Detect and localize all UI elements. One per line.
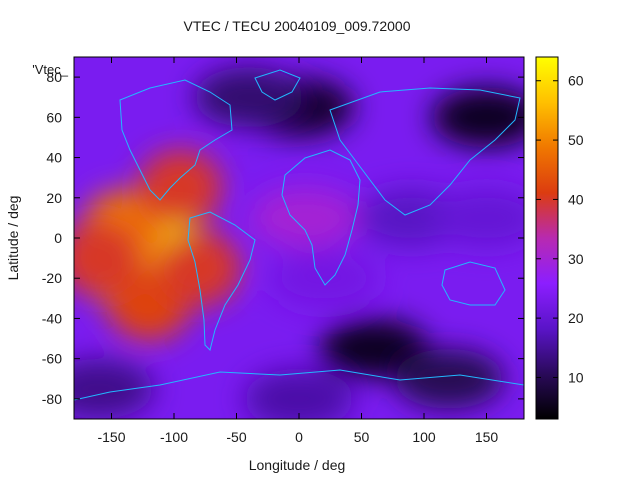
y-axis-label: Latitude / deg [5,196,21,281]
x-tick-label: -100 [160,429,188,445]
y-tick-label: -60 [42,351,62,367]
heatmap-cell [74,358,154,419]
colorbar-gradient [535,56,559,420]
colorbar-tick-label: 50 [568,132,584,148]
x-tick-label: -150 [97,429,125,445]
y-tick-label: 40 [46,150,62,166]
colorbar-tick-label: 30 [568,251,584,267]
y-tick-label: 0 [54,230,62,246]
x-axis-label: Longitude / deg [249,457,346,473]
coastlines [74,69,524,419]
colorbar-tick-label: 40 [568,191,584,207]
heatmap-cell [244,368,354,419]
heatmap-cell [269,248,379,309]
heatmap-cell [138,149,223,226]
heatmap-regions [74,67,524,419]
heatmap-cell [394,348,504,409]
key-label: 'Vtec_ [32,62,68,77]
colorbar-tick-label: 10 [568,369,584,385]
x-tick-label: 150 [475,429,499,445]
plot-area [73,56,525,420]
x-tick-label: 100 [412,429,436,445]
heatmap-cell [157,230,241,307]
colorbar-tick-label: 20 [568,310,584,326]
heatmap-cell [319,318,429,379]
y-axis: -80 -60 -40 -20 0 20 40 60 80 [42,69,524,407]
colorbar: 10 20 30 40 50 60 [535,56,584,420]
y-tick-label: -40 [42,310,62,326]
colorbar-tick-label: 60 [568,73,584,89]
x-tick-label: -50 [226,429,246,445]
chart-title: VTEC / TECU 20040109_009.72000 [183,18,410,34]
y-tick-label: 60 [46,109,62,125]
y-tick-label: -20 [42,270,62,286]
x-axis: -150 -100 -50 0 50 100 150 [97,57,498,445]
y-tick-label: -80 [42,391,62,407]
heatmap-cell [74,220,141,297]
colorbar-ticks: 10 20 30 40 50 60 [536,73,584,385]
x-tick-label: 0 [295,429,303,445]
heatmap-cell [431,87,524,148]
x-tick-label: 50 [354,429,370,445]
heatmap-cell [431,187,524,248]
heatmap-cell [194,67,304,128]
y-tick-label: 80 [46,69,62,85]
heatmap-cell [250,187,361,248]
y-tick-label: 20 [46,190,62,206]
